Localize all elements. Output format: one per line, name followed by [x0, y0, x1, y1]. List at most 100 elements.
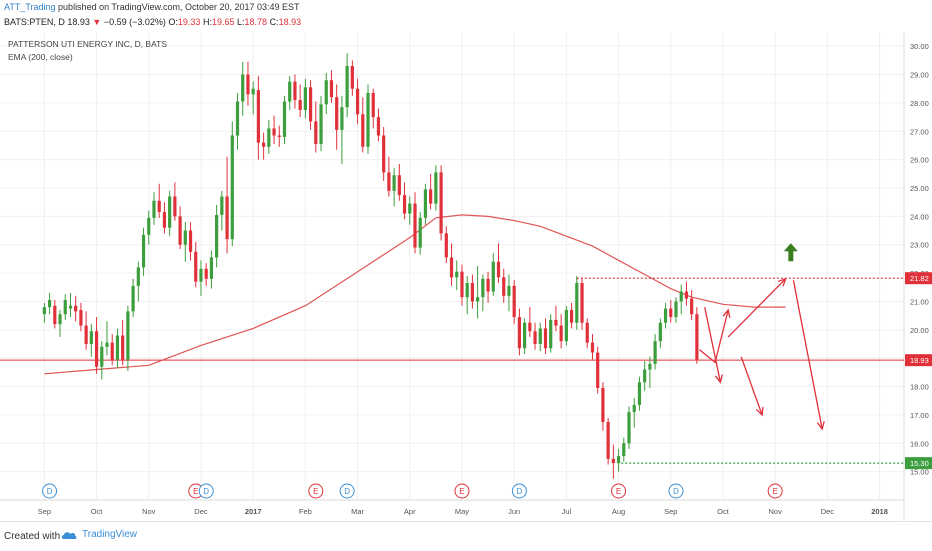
candle-down [611, 444, 615, 479]
x-tick-label: May [455, 507, 469, 516]
candle-down [277, 125, 281, 147]
candle-down [308, 80, 313, 130]
candle-up [476, 266, 480, 319]
candle-up [418, 212, 422, 255]
candle-down [262, 132, 266, 160]
candle-body [355, 88, 360, 115]
candle-body [345, 66, 349, 108]
ohlc-open: 19.33 [177, 17, 201, 27]
projection-path [704, 306, 722, 383]
candle-body [152, 200, 156, 218]
candle-body [246, 74, 250, 95]
candle-up [89, 324, 93, 357]
candle-body [481, 278, 485, 298]
dividend-marker [42, 483, 58, 499]
candle-body [183, 230, 187, 245]
price-label-box [905, 272, 932, 285]
candle-down [188, 222, 193, 261]
x-tick-label: Dec [821, 507, 835, 516]
tradingview-brand[interactable]: TradingView [60, 529, 137, 540]
candle-body [314, 121, 318, 145]
candle-down [439, 165, 443, 241]
candle-body [251, 88, 255, 95]
candle-up [220, 190, 224, 231]
event-marker-label: E [616, 487, 621, 496]
candle-body [340, 107, 344, 130]
candle-up [168, 190, 172, 237]
candle-up [47, 292, 52, 315]
candle-body [444, 233, 448, 258]
y-tick-label: 21.00 [910, 297, 929, 306]
candle-body [575, 283, 579, 323]
candle-up [115, 328, 120, 369]
earnings-marker [611, 483, 627, 499]
candle-up [648, 356, 652, 388]
candle-body [408, 203, 412, 214]
time-axis[interactable]: Sep Oct Nov Dec 2017 Feb Mar Apr May Jun Jul Aug Sep… [38, 507, 888, 516]
candle-body [329, 80, 334, 98]
candle-down [512, 280, 516, 325]
event-marker-label: D [673, 487, 679, 496]
candle-up [68, 292, 73, 318]
candle-body [267, 128, 271, 147]
ohlc-low: 18.78 [244, 17, 268, 27]
candle-down [601, 382, 605, 431]
candle-body [47, 300, 52, 308]
candle-up [152, 192, 156, 225]
candle-body [376, 117, 381, 136]
candle-body [637, 382, 642, 405]
projection-path [740, 356, 763, 416]
indicator-label[interactable]: EMA (200, close) [8, 52, 73, 62]
candle-up [340, 95, 344, 164]
candle-up [491, 253, 495, 296]
candle-down [580, 277, 584, 330]
candle-up [538, 322, 542, 352]
candle-body [298, 100, 302, 110]
candle-up [366, 84, 370, 154]
event-marker-label: D [516, 487, 522, 496]
candle-body [517, 317, 521, 349]
candle-body [136, 267, 140, 286]
footer: Created with TradingView [0, 521, 932, 551]
y-tick-label: 20.00 [910, 326, 929, 335]
candle-up [42, 302, 46, 323]
candle-down [569, 302, 574, 329]
event-marker-label: E [313, 487, 318, 496]
candle-down [590, 334, 595, 360]
ohlc-symbol: BATS:PTEN, D 18.93 [4, 17, 90, 27]
candle-down [94, 317, 99, 374]
price-axis[interactable]: 15.0016.0017.0018.0019.0020.0021.0022.00… [905, 42, 932, 477]
event-marker-label: D [203, 487, 209, 496]
candle-down [121, 319, 125, 366]
candle-body [371, 92, 375, 118]
candle-body [585, 322, 589, 343]
candle-down [533, 322, 537, 350]
earnings-marker [308, 483, 324, 499]
candle-up [288, 75, 292, 110]
author-link[interactable]: ATT_Trading [4, 2, 56, 12]
candle-up [63, 294, 67, 320]
candle-body [507, 285, 511, 296]
candle-body [455, 271, 459, 278]
candle-down [298, 84, 302, 118]
y-tick-label: 29.00 [910, 71, 929, 80]
candle-body [79, 309, 83, 326]
candle-up [230, 121, 234, 247]
candle-body [262, 142, 266, 147]
projection-arrowhead [777, 277, 787, 287]
candle-down [53, 300, 57, 329]
candle-body [126, 311, 130, 360]
projection-arrowhead [755, 406, 764, 417]
candle-up [131, 278, 135, 318]
candle-up [408, 196, 412, 225]
candle-body [695, 314, 699, 360]
candle-down [293, 74, 297, 109]
y-tick-label: 25.00 [910, 184, 929, 193]
candle-body [147, 217, 151, 235]
candle-body [230, 135, 234, 240]
price-label-box [905, 457, 932, 470]
candle-up [147, 210, 151, 245]
candle-up [523, 318, 527, 354]
